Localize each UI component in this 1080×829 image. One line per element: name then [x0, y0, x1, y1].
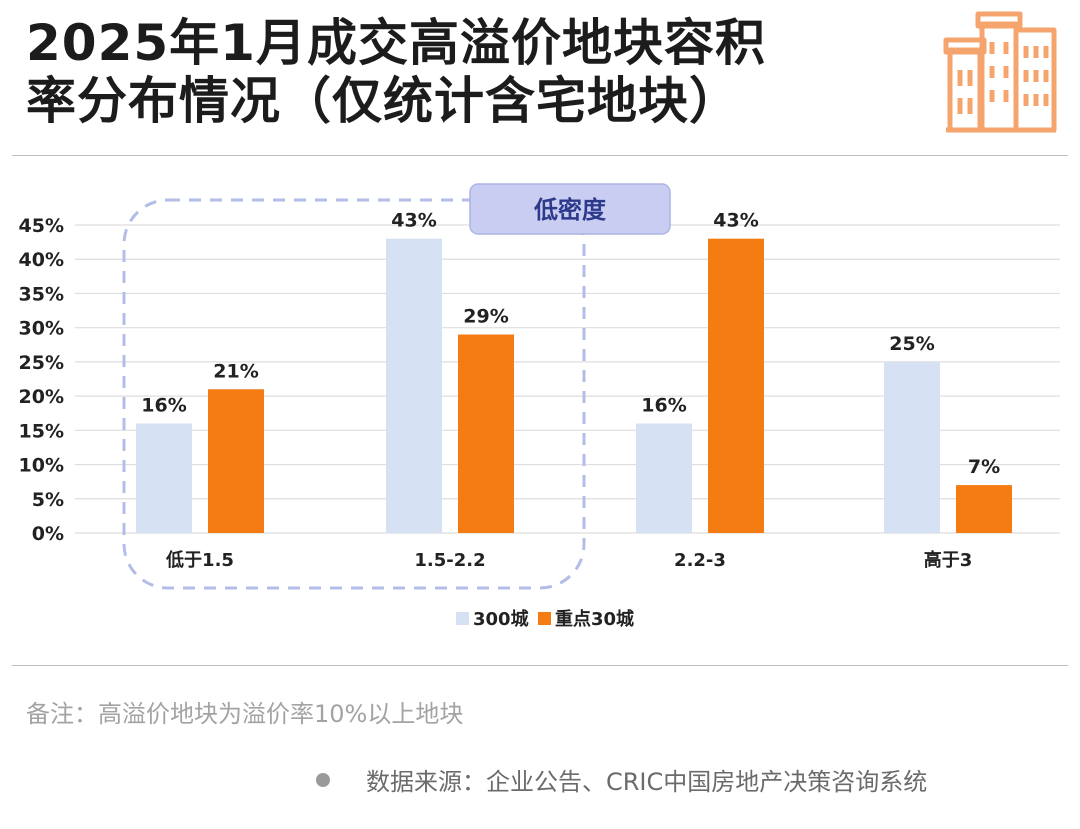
- data-label: 16%: [141, 394, 186, 416]
- top-divider: [12, 155, 1068, 156]
- y-tick-label: 35%: [19, 283, 64, 305]
- title-line-1: 2025年1月成交高溢价地块容积: [26, 14, 766, 72]
- buildings-icon: [943, 11, 1057, 133]
- y-tick-label: 20%: [19, 386, 64, 408]
- bottom-divider: [12, 665, 1068, 666]
- bar-chart: 0% 5% 10% 15% 20% 25% 30% 35% 40% 45% 16% 43% 16% 25%…: [19, 183, 1060, 630]
- chart-title: 2025年1月成交高溢价地块容积 率分布情况（仅统计含宅地块）: [26, 14, 926, 130]
- legend-label: 300城: [473, 608, 529, 630]
- x-tick-label: 2.2-3: [674, 550, 726, 571]
- bar: [136, 423, 192, 533]
- bar: [386, 238, 442, 533]
- bar: [956, 485, 1012, 533]
- x-tick-label: 1.5-2.2: [414, 550, 485, 571]
- legend-swatch: [456, 612, 469, 625]
- data-source: 数据来源：企业公告、CRIC中国房地产决策咨询系统: [316, 762, 927, 797]
- annotation-badge: [469, 183, 671, 235]
- legend-label: 重点30城: [555, 608, 634, 630]
- data-label: 25%: [889, 333, 934, 355]
- y-tick-label: 5%: [32, 489, 64, 511]
- data-label: 43%: [391, 210, 436, 232]
- bar: [708, 238, 764, 533]
- footnote: 备注：高溢价地块为溢价率10%以上地块: [26, 700, 464, 728]
- y-tick-label: 40%: [19, 249, 64, 271]
- bar: [208, 389, 264, 533]
- bar: [458, 334, 514, 533]
- bar: [884, 361, 940, 533]
- data-source-text: 数据来源：企业公告、CRIC中国房地产决策咨询系统: [366, 768, 928, 796]
- highlight-box: [122, 198, 586, 590]
- data-label: 29%: [463, 306, 508, 328]
- y-tick-label: 10%: [19, 455, 64, 477]
- y-tick-label: 30%: [19, 318, 64, 340]
- title-line-2: 率分布情况（仅统计含宅地块）: [26, 72, 740, 130]
- data-label: 7%: [968, 456, 1000, 478]
- bullet-dot-icon: [316, 773, 330, 787]
- y-tick-label: 15%: [19, 420, 64, 442]
- legend-swatch: [538, 612, 551, 625]
- x-tick-label: 高于3: [924, 549, 973, 571]
- y-tick-label: 0%: [32, 523, 64, 545]
- data-label: 16%: [641, 394, 686, 416]
- data-label: 43%: [713, 210, 758, 232]
- data-label: 21%: [213, 360, 258, 382]
- bar: [636, 423, 692, 533]
- x-tick-label: 低于1.5: [165, 549, 234, 571]
- y-tick-label: 25%: [19, 352, 64, 374]
- annotation-label: 低密度: [533, 196, 607, 224]
- y-tick-label: 45%: [19, 215, 64, 237]
